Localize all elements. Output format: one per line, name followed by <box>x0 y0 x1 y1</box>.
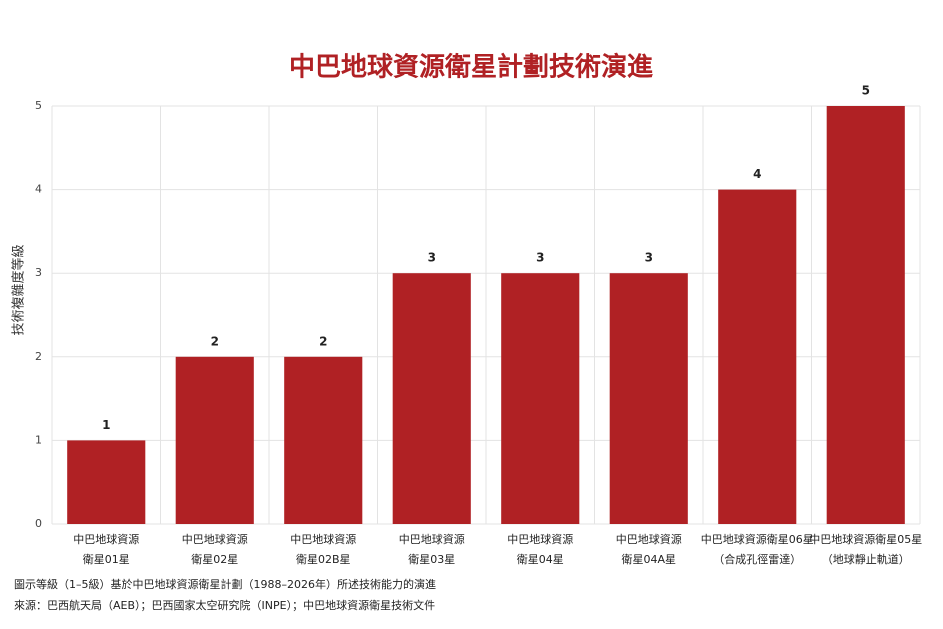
bar <box>501 273 580 524</box>
x-tick-label: 中巴地球資源衛星06星 <box>701 532 814 546</box>
value-label: 4 <box>753 167 761 181</box>
y-tick-label: 3 <box>35 266 42 279</box>
x-tick-label: 衛星04A星 <box>621 553 676 566</box>
footnote: 來源：巴西航天局（AEB）；巴西國家太空研究院（INPE）；中巴地球資源衛星技術… <box>14 598 435 612</box>
value-label: 2 <box>319 334 327 348</box>
y-tick-label: 1 <box>35 433 42 446</box>
x-tick-label: 中巴地球資源 <box>182 532 248 546</box>
bar <box>392 273 471 524</box>
y-tick-label: 0 <box>35 517 42 530</box>
x-tick-label: 中巴地球資源衛星05星 <box>809 532 922 546</box>
x-tick-label: （地球靜止軌道） <box>822 552 910 566</box>
x-tick-label: 中巴地球資源 <box>507 532 573 546</box>
y-axis-label: 技術複雜度等級 <box>11 244 27 335</box>
bar <box>826 106 905 524</box>
value-label: 3 <box>536 251 544 265</box>
value-label: 1 <box>102 418 110 432</box>
y-tick-label: 4 <box>35 183 42 196</box>
bar <box>284 356 363 524</box>
bar <box>175 356 254 524</box>
value-label: 2 <box>211 334 219 348</box>
x-tick-label: 中巴地球資源 <box>73 532 139 546</box>
x-tick-label: 衛星01星 <box>83 553 130 566</box>
value-label: 3 <box>428 251 436 265</box>
x-tick-label: 衛星02B星 <box>296 553 351 566</box>
x-tick-label: 中巴地球資源 <box>290 532 356 546</box>
value-label: 5 <box>862 84 870 98</box>
bar <box>67 440 146 524</box>
x-tick-label: 中巴地球資源 <box>616 532 682 546</box>
value-label: 3 <box>645 251 653 265</box>
y-tick-label: 2 <box>35 350 42 363</box>
x-tick-label: （合成孔徑雷達） <box>713 552 801 566</box>
y-tick-label: 5 <box>35 99 42 112</box>
chart-title: 中巴地球資源衛星計劃技術演進 <box>289 52 653 83</box>
footnote: 圖示等級（1–5級）基於中巴地球資源衛星計劃（1988–2026年）所述技術能力… <box>14 577 436 591</box>
x-tick-label: 衛星03星 <box>408 553 455 566</box>
x-tick-label: 衛星02星 <box>191 553 238 566</box>
bar <box>609 273 688 524</box>
x-tick-label: 中巴地球資源 <box>399 532 465 546</box>
bar <box>718 189 797 524</box>
x-tick-label: 衛星04星 <box>517 553 564 566</box>
